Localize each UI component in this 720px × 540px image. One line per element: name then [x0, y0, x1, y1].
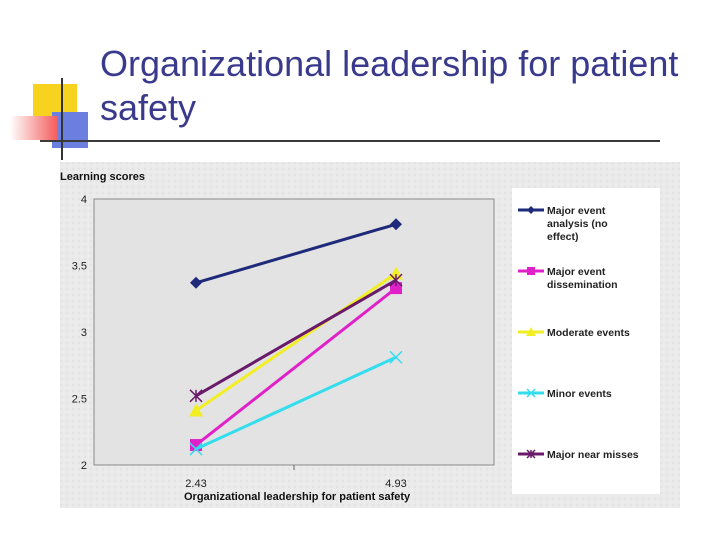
series-line [195, 286, 397, 447]
line-chart: Learning scores Organizational leadershi… [60, 162, 680, 508]
y-tick-label: 2 [81, 460, 87, 472]
legend-entry: Moderate events [518, 327, 630, 339]
series-1 [190, 218, 402, 289]
slide-title: Organizational leadership for patient sa… [100, 43, 679, 128]
y-tick-label: 4 [81, 194, 87, 206]
decor-square-red [10, 116, 58, 140]
legend-marker [527, 267, 535, 275]
legend-label: Major event analysis (no effect) [547, 205, 608, 243]
title-rule [40, 140, 660, 142]
legend-entry: Major event analysis (no effect) [518, 205, 608, 243]
legend-marker [526, 388, 536, 398]
data-point [390, 218, 402, 231]
y-tick-label: 2.5 [72, 394, 87, 406]
series-5 [189, 273, 403, 403]
series-line [195, 272, 397, 412]
chart-container: Learning scores Organizational leadershi… [60, 162, 680, 508]
series-line [195, 355, 397, 451]
data-point [189, 442, 203, 456]
legend-label: Major event dissemination [547, 266, 618, 291]
y-tick-label: 3.5 [72, 261, 87, 273]
legend-marker [527, 206, 535, 214]
legend-label: Moderate events [547, 327, 630, 339]
data-point [389, 273, 403, 287]
legend-marker [526, 327, 536, 336]
legend-label: Minor events [547, 388, 612, 400]
plot-area [93, 198, 495, 466]
series-line [195, 222, 397, 285]
legend-entry: Major event dissemination [518, 266, 618, 291]
legend-entry: Major near misses [518, 449, 639, 461]
y-axis-label: Learning scores [60, 171, 145, 183]
legend-box [512, 188, 660, 494]
decor-vertical-line [61, 78, 63, 160]
series-line [195, 278, 397, 398]
legend-label: Major near misses [547, 449, 639, 461]
decor-square-blue [52, 112, 88, 148]
legend-entry: Minor events [518, 388, 612, 400]
x-tick-label: 2.43 [185, 478, 206, 490]
y-tick-label: 3 [81, 327, 87, 339]
data-point [390, 282, 402, 295]
data-point [189, 389, 203, 403]
legend-marker [526, 449, 536, 459]
x-axis-label: Organizational leadership for patient sa… [184, 491, 411, 503]
data-point [189, 403, 203, 417]
series-4 [189, 350, 403, 456]
data-point [389, 350, 403, 364]
data-point [190, 276, 202, 289]
x-tick-label: 4.93 [385, 478, 406, 490]
